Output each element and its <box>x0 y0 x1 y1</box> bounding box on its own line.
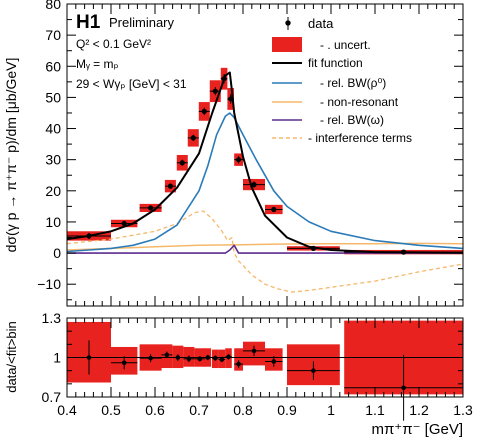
xtick-label-1.2: 1.2 <box>409 402 429 418</box>
legend-data-marker <box>285 20 291 26</box>
legend-interf: - interference terms <box>308 131 412 145</box>
data-point-5 <box>190 135 196 141</box>
xtick-label-0.8: 0.8 <box>233 402 253 418</box>
ratio-ytick-label-0.7: 0.7 <box>42 389 62 405</box>
main-y-axis: −10 0 10 20 30 40 50 60 70 80 <box>37 0 463 301</box>
ratio-point-9 <box>219 357 225 362</box>
data-point-2 <box>148 205 154 211</box>
data-point-3 <box>167 183 173 189</box>
curve-rel-bw-rho0 <box>66 112 464 253</box>
legend: data - . uncert. fit function - rel. BW(… <box>272 16 412 145</box>
main-panel: −10 0 10 20 30 40 50 60 70 80 H1 Preliminary Q² <… <box>3 0 464 307</box>
annotation-my: Mᵧ = mₚ <box>76 57 119 71</box>
ratio-point-5 <box>186 356 192 362</box>
xtick-label-0.6: 0.6 <box>145 402 165 418</box>
data-point-11 <box>251 181 257 188</box>
ytick-label-50: 50 <box>45 89 61 105</box>
data-point-1 <box>121 220 127 227</box>
ytick-label-80: 80 <box>45 0 61 12</box>
ratio-point-11 <box>236 361 241 367</box>
xtick-label-1: 1 <box>327 402 335 418</box>
legend-data: data <box>308 16 334 31</box>
ytick-label-70: 70 <box>45 27 61 43</box>
data-point-14 <box>401 249 407 255</box>
legend-nonres: - non-resonant <box>320 95 399 109</box>
data-point-4 <box>179 160 185 166</box>
ratio-point-1 <box>121 360 127 366</box>
ratio-points <box>67 340 463 421</box>
status-label: Preliminary <box>109 15 175 30</box>
data-point-10 <box>236 157 242 163</box>
ratio-point-7 <box>205 355 211 360</box>
data-point-9 <box>228 96 234 102</box>
legend-uncert: - . uncert. <box>320 38 371 52</box>
ytick-label-60: 60 <box>45 58 61 74</box>
ratio-point-6 <box>197 356 203 362</box>
ratio-point-2 <box>148 355 153 361</box>
curve-fit-function <box>66 71 464 254</box>
data-point-6 <box>201 108 207 115</box>
ratio-point-15 <box>401 385 406 391</box>
ratio-point-14 <box>311 368 316 373</box>
ratio-point-4 <box>175 355 181 360</box>
data-point-8 <box>221 76 227 82</box>
main-x-ticks <box>66 4 464 306</box>
data-point-0 <box>86 233 92 239</box>
main-frame <box>66 3 464 307</box>
ratio-point-12 <box>251 348 257 354</box>
legend-uncert-swatch <box>272 37 302 52</box>
data-point-12 <box>271 206 277 213</box>
ytick-label-10: 10 <box>45 214 61 230</box>
ratio-point-13 <box>271 359 277 364</box>
ratio-ytick-label-1: 1 <box>53 350 61 366</box>
curve-rel-bw-omega <box>67 244 463 254</box>
model-curves <box>66 71 464 293</box>
xtick-label-0.7: 0.7 <box>189 402 209 418</box>
experiment-label: H1 <box>76 12 101 33</box>
main-ylabel: dσ(γ p → π⁺π⁻ p)/dm [μb/GeV] <box>3 58 19 253</box>
ratio-point-3 <box>164 352 170 358</box>
ytick-label-30: 30 <box>45 152 61 168</box>
ytick-label-0: 0 <box>53 245 61 261</box>
ytick-label--10: −10 <box>37 276 61 292</box>
xtick-label-0.5: 0.5 <box>101 402 121 418</box>
data-point-13 <box>310 245 316 252</box>
data-points <box>67 74 463 255</box>
xtick-label-0.9: 0.9 <box>277 402 297 418</box>
ratio-ylabel: data/<fit>bin <box>4 321 19 393</box>
xtick-label-1.3: 1.3 <box>453 402 473 418</box>
annotation-w: 29 < Wγₚ [GeV] < 31 <box>76 77 187 91</box>
ratio-point-0 <box>86 355 92 360</box>
curve-interference-terms <box>66 210 464 293</box>
annotation-q2: Q² < 0.1 GeV² <box>76 37 151 51</box>
ratio-y-axis: 0.7 1 1.3 <box>42 310 463 405</box>
xtick-label-0.4: 0.4 <box>57 402 77 418</box>
ytick-label-20: 20 <box>45 183 61 199</box>
ytick-label-40: 40 <box>45 121 61 137</box>
ratio-x-axis: 0.4 0.5 0.6 0.7 0.8 0.9 1 1.1 1.2 1.3 <box>57 318 473 418</box>
ratio-panel: 0.7 1 1.3 0.4 0.5 0.6 0.7 0.8 0.9 1 1.1 1.2 1.3 dat… <box>4 310 473 438</box>
ratio-point-8 <box>212 355 218 361</box>
ratio-ytick-label-1.3: 1.3 <box>42 310 62 326</box>
legend-fit: fit function <box>308 56 363 70</box>
legend-rho: - rel. BW(ρ⁰) <box>320 76 386 90</box>
legend-omega: - rel. BW(ω) <box>320 113 384 127</box>
ratio-band-11 <box>234 348 243 371</box>
xtick-label-1.1: 1.1 <box>365 402 385 418</box>
data-point-7 <box>212 88 218 94</box>
x-axis-label: mπ⁺π⁻ [GeV] <box>371 421 463 438</box>
ratio-point-10 <box>226 354 231 360</box>
